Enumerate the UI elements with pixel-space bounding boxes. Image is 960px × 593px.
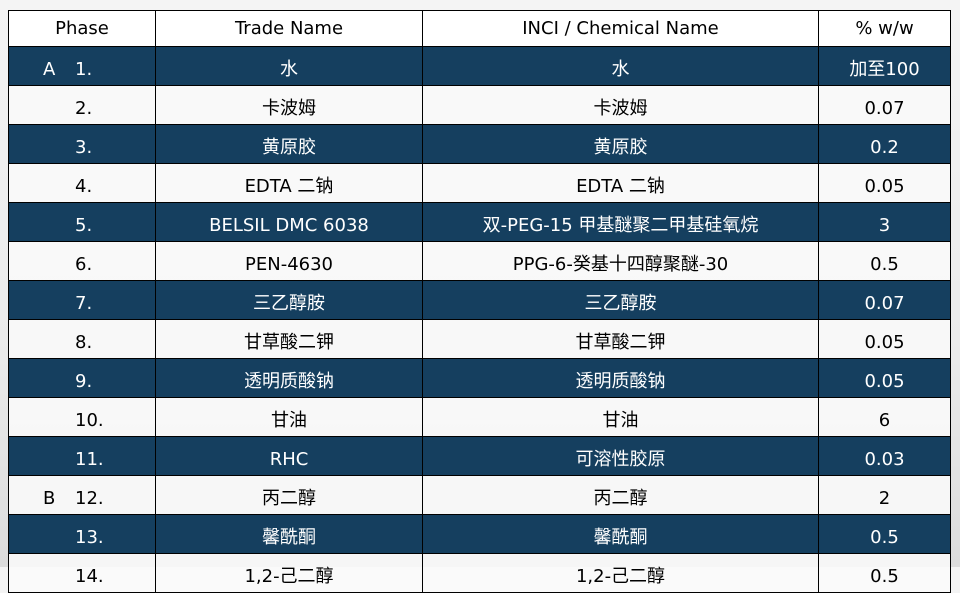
trade-name-cell: EDTA 二钠 [155, 163, 423, 203]
table-row: 3. 黄原胶 黄原胶 0.2 [8, 124, 951, 164]
phase-cell: 13. [8, 514, 156, 554]
table-row: 7. 三乙醇胺 三乙醇胺 0.07 [8, 280, 951, 320]
phase-cell: 6. [8, 241, 156, 281]
percent-cell: 0.5 [818, 514, 951, 554]
trade-name-cell: 水 [155, 46, 423, 86]
table-row: A 1. 水水加至100 [8, 46, 951, 86]
inci-name-cell: 双-PEG-15 甲基醚聚二甲基硅氧烷 [422, 202, 819, 242]
ingredient-number: 2. [75, 98, 93, 119]
phase-cell: 7. [8, 280, 156, 320]
table-row: 13. 馨酰酮 馨酰酮 0.5 [8, 514, 951, 554]
phase-cell: 9. [8, 358, 156, 398]
table-row: 11. RHC 可溶性胶原 0.03 [8, 436, 951, 476]
table-row: 2. 卡波姆 卡波姆 0.07 [8, 85, 951, 125]
percent-cell: 0.05 [818, 358, 951, 398]
header-row: Phase Trade Name INCI / Chemical Name % … [8, 10, 951, 47]
inci-name-cell: 丙二醇 [422, 475, 819, 515]
inci-name-cell: 馨酰酮 [422, 514, 819, 554]
table-row: 9. 透明质酸钠 透明质酸钠 0.05 [8, 358, 951, 398]
ingredient-number: 7. [75, 293, 93, 314]
table-row: 4. EDTA 二钠 EDTA 二钠 0.05 [8, 163, 951, 203]
header-trade-name: Trade Name [155, 10, 423, 47]
percent-cell: 0.07 [818, 85, 951, 125]
phase-cell: 11. [8, 436, 156, 476]
header-inci-name: INCI / Chemical Name [422, 10, 819, 47]
ingredient-number: 11. [75, 449, 104, 470]
phase-letter: B [43, 488, 56, 509]
inci-name-cell: 甘油 [422, 397, 819, 437]
percent-cell: 0.05 [818, 319, 951, 359]
ingredient-number: 10. [75, 410, 104, 431]
formulation-table: Phase Trade Name INCI / Chemical Name % … [8, 10, 951, 593]
trade-name-cell: 三乙醇胺 [155, 280, 423, 320]
trade-name-cell: 丙二醇 [155, 475, 423, 515]
ingredient-number: 14. [75, 566, 104, 587]
percent-cell: 0.2 [818, 124, 951, 164]
phase-cell: 14. [8, 553, 156, 593]
trade-name-cell: 卡波姆 [155, 85, 423, 125]
phase-cell: A 1. [8, 46, 156, 86]
trade-name-cell: PEN-4630 [155, 241, 423, 281]
inci-name-cell: 1,2-己二醇 [422, 553, 819, 593]
header-phase: Phase [8, 10, 156, 47]
ingredient-number: 1. [75, 59, 93, 80]
table-row: B 12. 丙二醇 丙二醇 2 [8, 475, 951, 515]
phase-letter: A [43, 59, 56, 80]
trade-name-cell: 甘草酸二钾 [155, 319, 423, 359]
ingredient-number: 12. [75, 488, 104, 509]
percent-cell: 2 [818, 475, 951, 515]
phase-cell: 5. [8, 202, 156, 242]
ingredient-number: 13. [75, 527, 104, 548]
table-row: 8. 甘草酸二钾 甘草酸二钾 0.05 [8, 319, 951, 359]
trade-name-cell: 甘油 [155, 397, 423, 437]
percent-cell: 0.5 [818, 241, 951, 281]
percent-cell: 0.05 [818, 163, 951, 203]
inci-name-cell: 甘草酸二钾 [422, 319, 819, 359]
trade-name-cell: BELSIL DMC 6038 [155, 202, 423, 242]
table-row: 5. BELSIL DMC 6038 双-PEG-15 甲基醚聚二甲基硅氧烷 3 [8, 202, 951, 242]
trade-name-cell: 透明质酸钠 [155, 358, 423, 398]
phase-cell: 10. [8, 397, 156, 437]
inci-name-cell: 卡波姆 [422, 85, 819, 125]
phase-cell: 3. [8, 124, 156, 164]
ingredient-number: 3. [75, 137, 93, 158]
header-percent: % w/w [818, 10, 951, 47]
inci-name-cell: 透明质酸钠 [422, 358, 819, 398]
phase-cell: 2. [8, 85, 156, 125]
ingredient-number: 9. [75, 371, 93, 392]
table-row: 6. PEN-4630 PPG-6-癸基十四醇聚醚-30 0.5 [8, 241, 951, 281]
percent-cell: 0.07 [818, 280, 951, 320]
table-row: 10. 甘油 甘油 6 [8, 397, 951, 437]
ingredient-number: 6. [75, 254, 93, 275]
percent-cell: 加至100 [818, 46, 951, 86]
percent-cell: 6 [818, 397, 951, 437]
inci-name-cell: PPG-6-癸基十四醇聚醚-30 [422, 241, 819, 281]
inci-name-cell: 黄原胶 [422, 124, 819, 164]
phase-cell: 8. [8, 319, 156, 359]
phase-cell: 4. [8, 163, 156, 203]
inci-name-cell: 可溶性胶原 [422, 436, 819, 476]
inci-name-cell: 三乙醇胺 [422, 280, 819, 320]
percent-cell: 0.5 [818, 553, 951, 593]
inci-name-cell: 水 [422, 46, 819, 86]
percent-cell: 0.03 [818, 436, 951, 476]
phase-cell: B 12. [8, 475, 156, 515]
percent-cell: 3 [818, 202, 951, 242]
ingredient-number: 5. [75, 215, 93, 236]
ingredient-number: 4. [75, 176, 93, 197]
trade-name-cell: 黄原胶 [155, 124, 423, 164]
trade-name-cell: 1,2-己二醇 [155, 553, 423, 593]
trade-name-cell: RHC [155, 436, 423, 476]
inci-name-cell: EDTA 二钠 [422, 163, 819, 203]
table-row: 14. 1,2-己二醇 1,2-己二醇 0.5 [8, 553, 951, 593]
ingredient-number: 8. [75, 332, 93, 353]
trade-name-cell: 馨酰酮 [155, 514, 423, 554]
